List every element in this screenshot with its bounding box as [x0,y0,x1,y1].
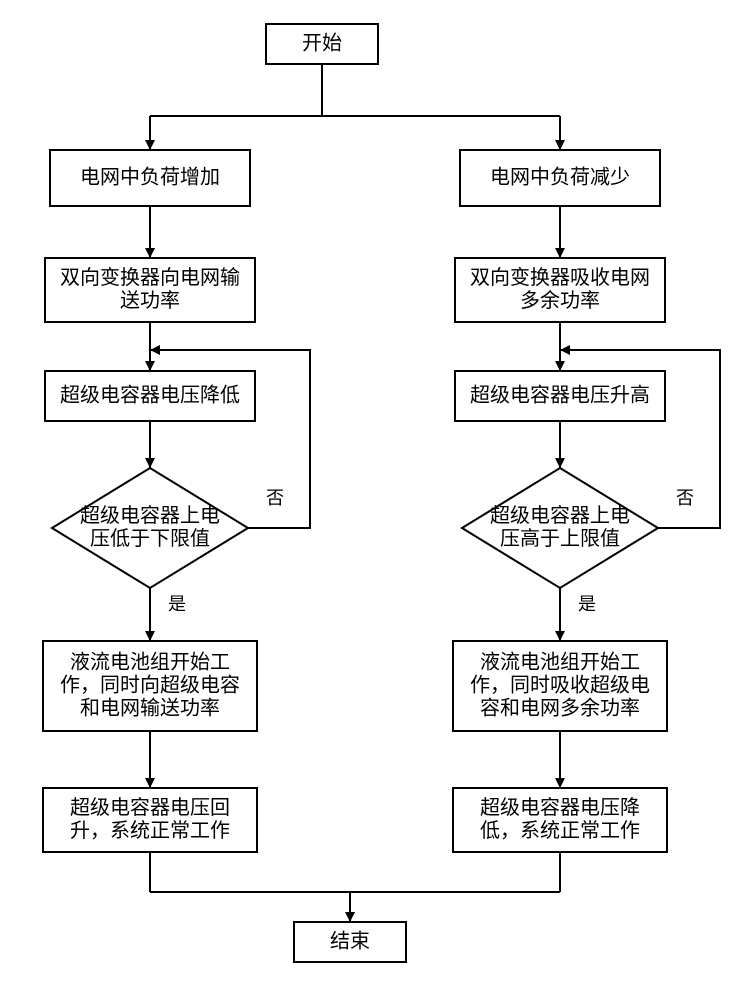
node-r_volt: 超级电容器电压升高 [455,371,665,421]
node-text: 开始 [302,31,342,54]
node-text: 超级电容器电压降 [480,796,640,819]
node-r_norm: 超级电容器电压降低，系统正常工作 [453,788,667,852]
edge-label: 是 [168,594,186,614]
node-text: 超级电容器上电 [490,504,630,527]
node-text: 压低于下限值 [90,527,210,550]
node-text: 超级电容器电压升高 [470,383,650,406]
node-l_conv: 双向变换器向电网输送功率 [45,258,255,322]
node-text: 结束 [330,929,370,952]
node-l_norm: 超级电容器电压回升，系统正常工作 [43,788,257,852]
node-text: 液流电池组开始工 [70,650,230,673]
node-text: 液流电池组开始工 [480,650,640,673]
edge-label: 否 [676,488,694,508]
node-text: 送功率 [120,289,180,312]
node-text: 双向变换器吸收电网 [470,266,650,289]
flowchart-svg: 是 是 否 否 开始电网中负荷增加 电网中负荷减少双向变换器向电网输送功率 双向变换器吸收电… [0,0,739,1000]
node-end: 结束 [294,922,406,962]
node-text: 电网中负荷减少 [490,165,630,188]
node-l_load: 电网中负荷增加 [50,150,250,206]
node-text: 多余功率 [520,289,600,312]
node-text: 作，同时吸收超级电 [470,673,650,696]
node-r_load: 电网中负荷减少 [460,150,660,206]
node-text: 容和电网多余功率 [480,696,640,719]
edge-label: 否 [266,488,284,508]
node-l_volt: 超级电容器电压降低 [45,371,255,421]
node-text: 低，系统正常工作 [480,819,640,842]
node-l_dec: 超级电容器上电压低于下限值 [52,468,248,588]
node-text: 双向变换器向电网输 [60,266,240,289]
node-text: 电网中负荷增加 [80,165,220,188]
node-l_flow: 液流电池组开始工作，同时向超级电容和电网输送功率 [43,641,257,731]
node-r_dec: 超级电容器上电压高于上限值 [462,468,658,588]
node-r_conv: 双向变换器吸收电网多余功率 [455,258,665,322]
node-text: 超级电容器上电 [80,504,220,527]
node-text: 超级电容器电压降低 [60,383,240,406]
node-start: 开始 [266,24,378,64]
edge-label: 是 [578,594,596,614]
node-text: 压高于上限值 [500,527,620,550]
nodes-group: 开始电网中负荷增加 电网中负荷减少双向变换器向电网输送功率 双向变换器吸收电网多余功… [43,24,667,962]
node-text: 超级电容器电压回 [70,796,230,819]
node-text: 作，同时向超级电容 [60,673,240,696]
node-r_flow: 液流电池组开始工作，同时吸收超级电容和电网多余功率 [453,641,667,731]
node-text: 和电网输送功率 [80,696,220,719]
node-text: 升，系统正常工作 [70,819,230,842]
